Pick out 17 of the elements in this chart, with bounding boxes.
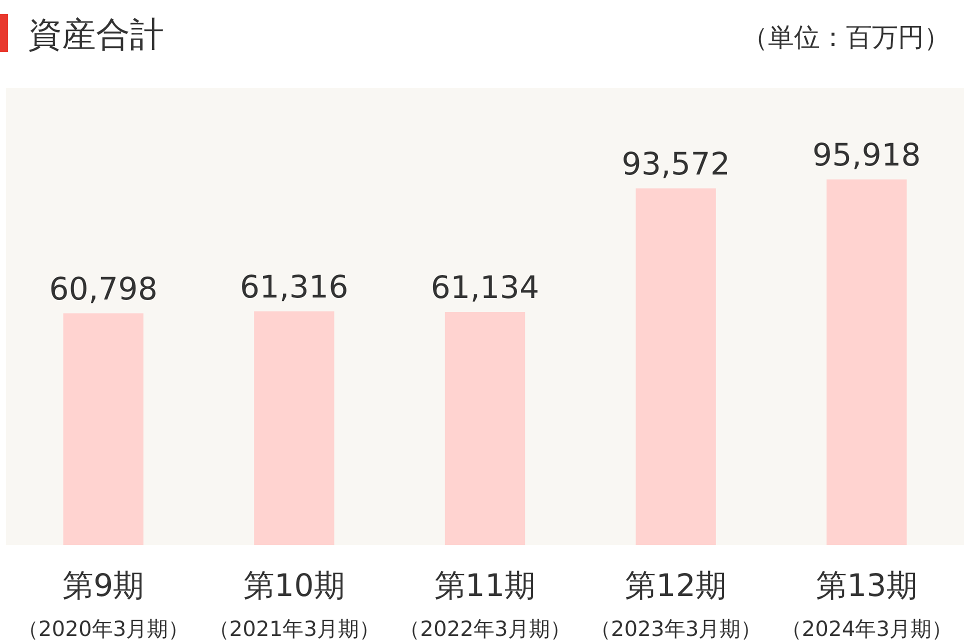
data-label: 60,798 bbox=[49, 271, 158, 308]
x-tick-label: 第10期（2021年3月期） bbox=[208, 568, 380, 641]
bar bbox=[63, 313, 144, 545]
chart-title: 資産合計 bbox=[28, 15, 164, 55]
data-label: 95,918 bbox=[812, 137, 921, 174]
text: （単位：百万円） bbox=[742, 23, 950, 53]
data-label: 61,316 bbox=[240, 269, 348, 306]
bar bbox=[636, 188, 716, 545]
x-tick-label: 第11期（2022年3月期） bbox=[399, 568, 571, 641]
x-tick-label: 第9期（2020年3月期） bbox=[17, 568, 190, 641]
bar bbox=[826, 179, 907, 545]
data-label: 93,572 bbox=[622, 146, 730, 182]
bar bbox=[254, 311, 334, 545]
x-tick-label: 第12期（2023年3月期） bbox=[590, 568, 762, 641]
x-tick-label: 第13期（2024年3月期） bbox=[780, 568, 953, 641]
bar bbox=[444, 312, 526, 545]
data-label: 61,134 bbox=[430, 270, 540, 306]
